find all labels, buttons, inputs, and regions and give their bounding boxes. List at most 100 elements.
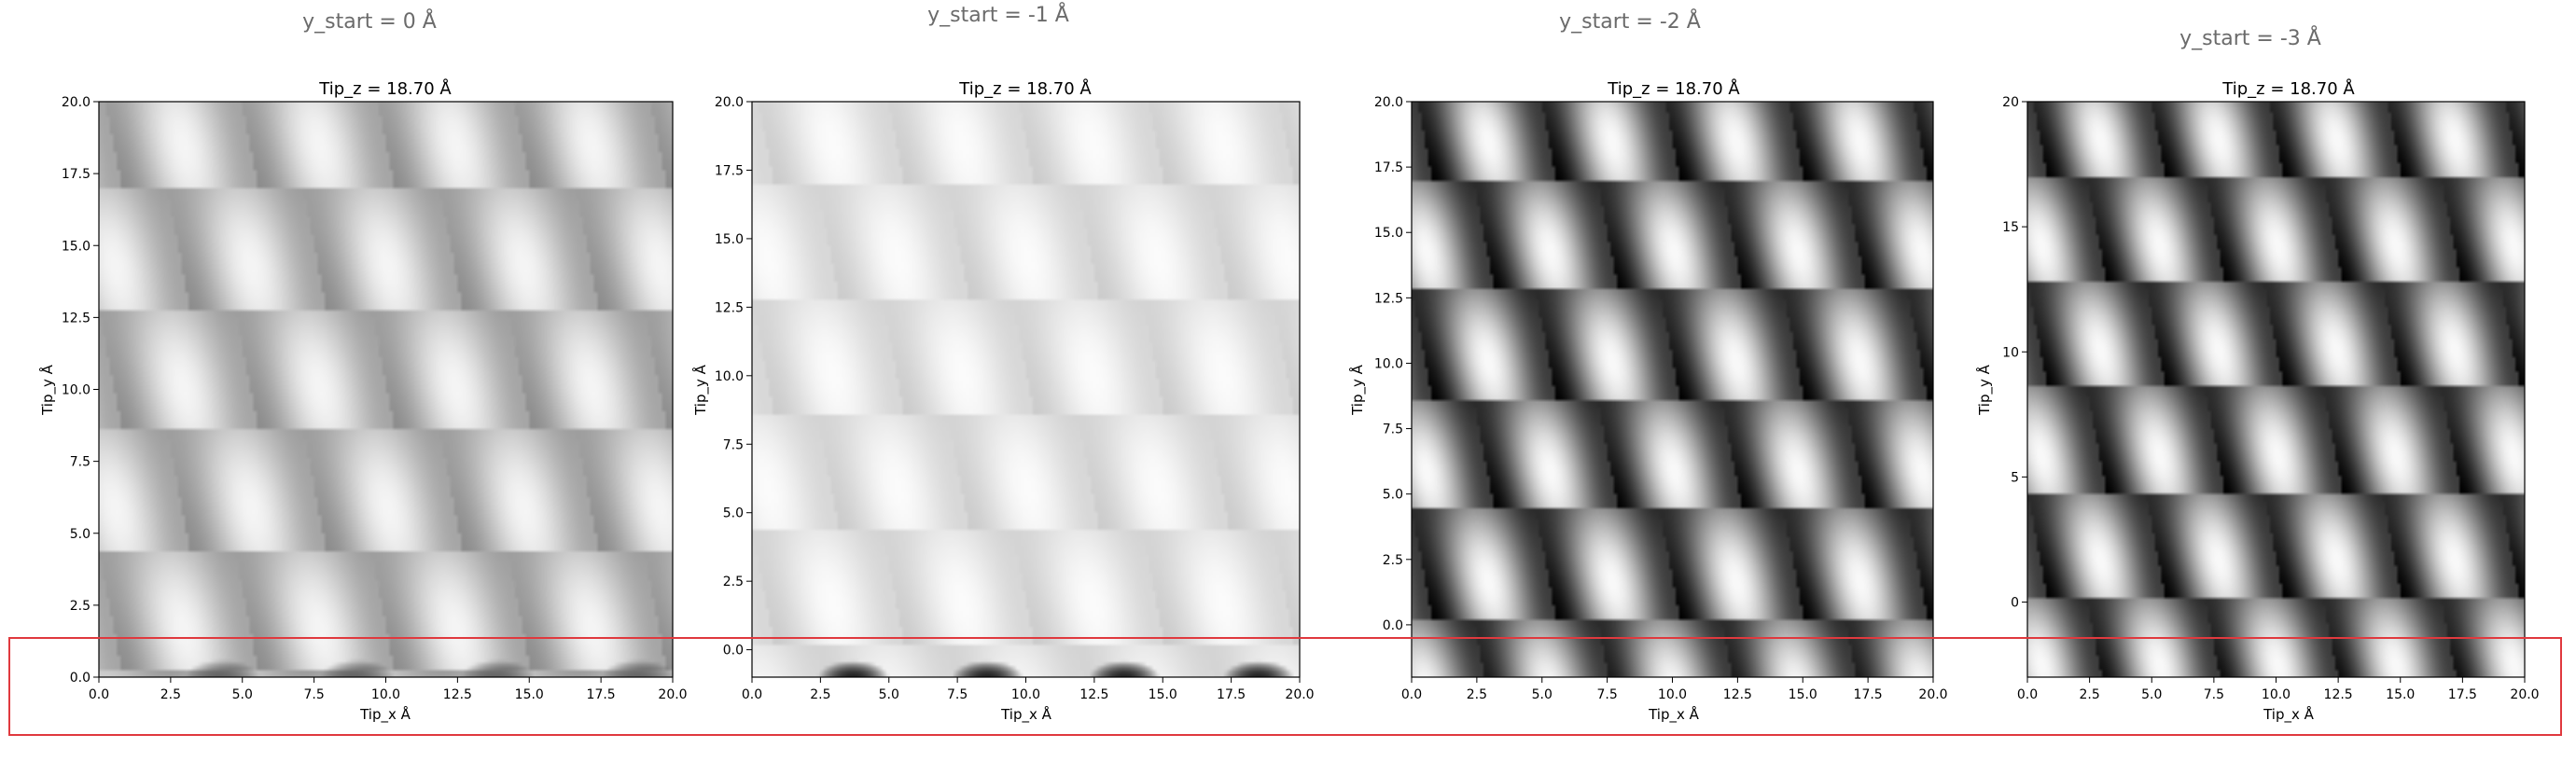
highlight-box [8, 637, 2562, 736]
y-axis-ticks-4: 0 5 10 15 20 [2002, 95, 2027, 611]
x-tick-label: 20.0 [658, 687, 687, 702]
x-tick-label: 10.0 [1011, 687, 1040, 702]
y-axis-label-1: Tip_y Å [38, 364, 57, 416]
heatmap-image-1 [99, 102, 673, 677]
y-tick-label: 10.0 [62, 383, 91, 398]
y-tick-label: 12.5 [715, 300, 744, 315]
panel-title-2: Tip_z = 18.70 Å [958, 78, 1092, 99]
y-tick-label: 20 [2002, 95, 2019, 110]
plot-area-1 [98, 101, 674, 678]
y-tick-label: 15.0 [1374, 226, 1403, 241]
x-axis-label-3: Tip_x Å [1648, 705, 1700, 724]
x-tick-label: 15.0 [1789, 687, 1817, 702]
y-axis-label-2: Tip_y Å [691, 364, 710, 416]
x-tick-label: 15.0 [1149, 687, 1177, 702]
x-axis-label-2: Tip_x Å [1000, 705, 1052, 724]
y-axis-ticks-1: 0.0 2.5 5.0 7.5 10.0 12.5 15.0 17.5 20.0 [62, 95, 99, 686]
suptitle-4: y_start = -3 Å [2179, 25, 2321, 50]
x-axis-ticks-4: 0.0 2.5 5.0 7.5 10.0 12.5 15.0 17.5 20.0 [2017, 677, 2540, 702]
x-tick-label: 2.5 [1467, 687, 1487, 702]
x-tick-label: 17.5 [2448, 687, 2477, 702]
heatmap-image-4 [2027, 102, 2525, 677]
heatmap-image-2 [752, 102, 1300, 677]
y-tick-label: 0.0 [70, 671, 91, 686]
y-tick-label: 7.5 [723, 437, 744, 452]
y-tick-label: 7.5 [70, 455, 91, 470]
x-tick-label: 5.0 [1532, 687, 1553, 702]
x-tick-label: 10.0 [371, 687, 400, 702]
suptitle-1: y_start = 0 Å [302, 8, 437, 34]
x-tick-label: 2.5 [2079, 687, 2099, 702]
y-tick-label: 17.5 [715, 163, 744, 178]
y-tick-label: 15 [2002, 220, 2019, 235]
x-tick-label: 12.5 [1723, 687, 1752, 702]
x-tick-label: 20.0 [1285, 687, 1314, 702]
x-tick-label: 10.0 [2262, 687, 2291, 702]
x-tick-label: 12.5 [443, 687, 472, 702]
y-tick-label: 2.5 [70, 599, 91, 614]
y-tick-label: 15.0 [715, 232, 744, 247]
x-tick-label: 0.0 [89, 687, 109, 702]
y-axis-label-3: Tip_y Å [1348, 364, 1367, 416]
y-tick-label: 15.0 [62, 239, 91, 254]
x-tick-label: 7.5 [303, 687, 324, 702]
plot-area-2 [751, 101, 1301, 678]
y-tick-label: 0 [2011, 596, 2019, 611]
x-tick-label: 10.0 [1658, 687, 1687, 702]
x-axis-ticks-2: 0.0 2.5 5.0 7.5 10.0 12.5 15.0 17.5 20.0 [742, 677, 1315, 702]
plot-area-4 [2026, 101, 2526, 678]
panel-title-1: Tip_z = 18.70 Å [318, 78, 452, 99]
panel-title-4: Tip_z = 18.70 Å [2221, 78, 2355, 99]
y-tick-label: 20.0 [715, 95, 744, 110]
x-tick-label: 0.0 [2017, 687, 2038, 702]
x-tick-label: 7.5 [947, 687, 968, 702]
y-tick-label: 17.5 [1374, 160, 1403, 175]
panel-1: y_start = 0 Å Tip_z = 18.70 Å 0.0 2.5 5.0 7… [38, 8, 688, 724]
plot-area-3 [1411, 101, 1934, 678]
y-axis-label-4: Tip_y Å [1975, 364, 1994, 416]
y-tick-label: 5.0 [70, 527, 91, 542]
y-tick-label: 5.0 [1383, 488, 1403, 503]
panel-4: y_start = -3 Å Tip_z = 18.70 Å 0.0 2.5 5.0… [1975, 25, 2540, 724]
x-tick-label: 5.0 [232, 687, 253, 702]
y-tick-label: 0.0 [1383, 618, 1403, 633]
x-tick-label: 17.5 [1217, 687, 1246, 702]
y-tick-label: 0.0 [723, 644, 744, 658]
x-tick-label: 20.0 [1918, 687, 1947, 702]
x-tick-label: 15.0 [515, 687, 544, 702]
y-axis-ticks-3: 0.0 2.5 5.0 7.5 10.0 12.5 15.0 17.5 20.0 [1374, 95, 1412, 633]
heatmap-image-3 [1412, 102, 1933, 677]
suptitle-3: y_start = -2 Å [1559, 8, 1701, 34]
x-tick-label: 5.0 [879, 687, 899, 702]
x-tick-label: 5.0 [2141, 687, 2162, 702]
y-tick-label: 12.5 [1374, 291, 1403, 306]
panel-3: y_start = -2 Å Tip_z = 18.70 Å 0.0 2.5 5.0… [1348, 8, 1948, 724]
panel-2: y_start = -1 Å Tip_z = 18.70 Å 0.0 2.5 5.0… [691, 2, 1315, 724]
y-tick-label: 5.0 [723, 506, 744, 521]
x-tick-label: 0.0 [1401, 687, 1422, 702]
y-tick-label: 2.5 [1383, 553, 1403, 568]
x-axis-label-1: Tip_x Å [359, 705, 411, 724]
x-tick-label: 2.5 [160, 687, 181, 702]
x-tick-label: 12.5 [1079, 687, 1108, 702]
x-tick-label: 17.5 [587, 687, 616, 702]
y-tick-label: 12.5 [62, 311, 91, 326]
y-tick-label: 7.5 [1383, 423, 1403, 437]
x-tick-label: 7.5 [1596, 687, 1617, 702]
y-tick-label: 10.0 [715, 369, 744, 384]
x-axis-ticks-1: 0.0 2.5 5.0 7.5 10.0 12.5 15.0 17.5 20.0 [89, 677, 688, 702]
x-tick-label: 20.0 [2510, 687, 2539, 702]
y-tick-label: 10 [2002, 345, 2019, 360]
y-tick-label: 20.0 [1374, 95, 1403, 110]
y-tick-label: 5 [2011, 470, 2019, 485]
x-tick-label: 0.0 [742, 687, 762, 702]
panel-title-3: Tip_z = 18.70 Å [1607, 78, 1740, 99]
x-tick-label: 12.5 [2324, 687, 2353, 702]
suptitle-2: y_start = -1 Å [927, 2, 1069, 27]
y-tick-label: 17.5 [62, 167, 91, 182]
y-tick-label: 2.5 [723, 575, 744, 589]
x-tick-label: 7.5 [2204, 687, 2224, 702]
y-tick-label: 10.0 [1374, 356, 1403, 371]
x-tick-label: 17.5 [1854, 687, 1883, 702]
